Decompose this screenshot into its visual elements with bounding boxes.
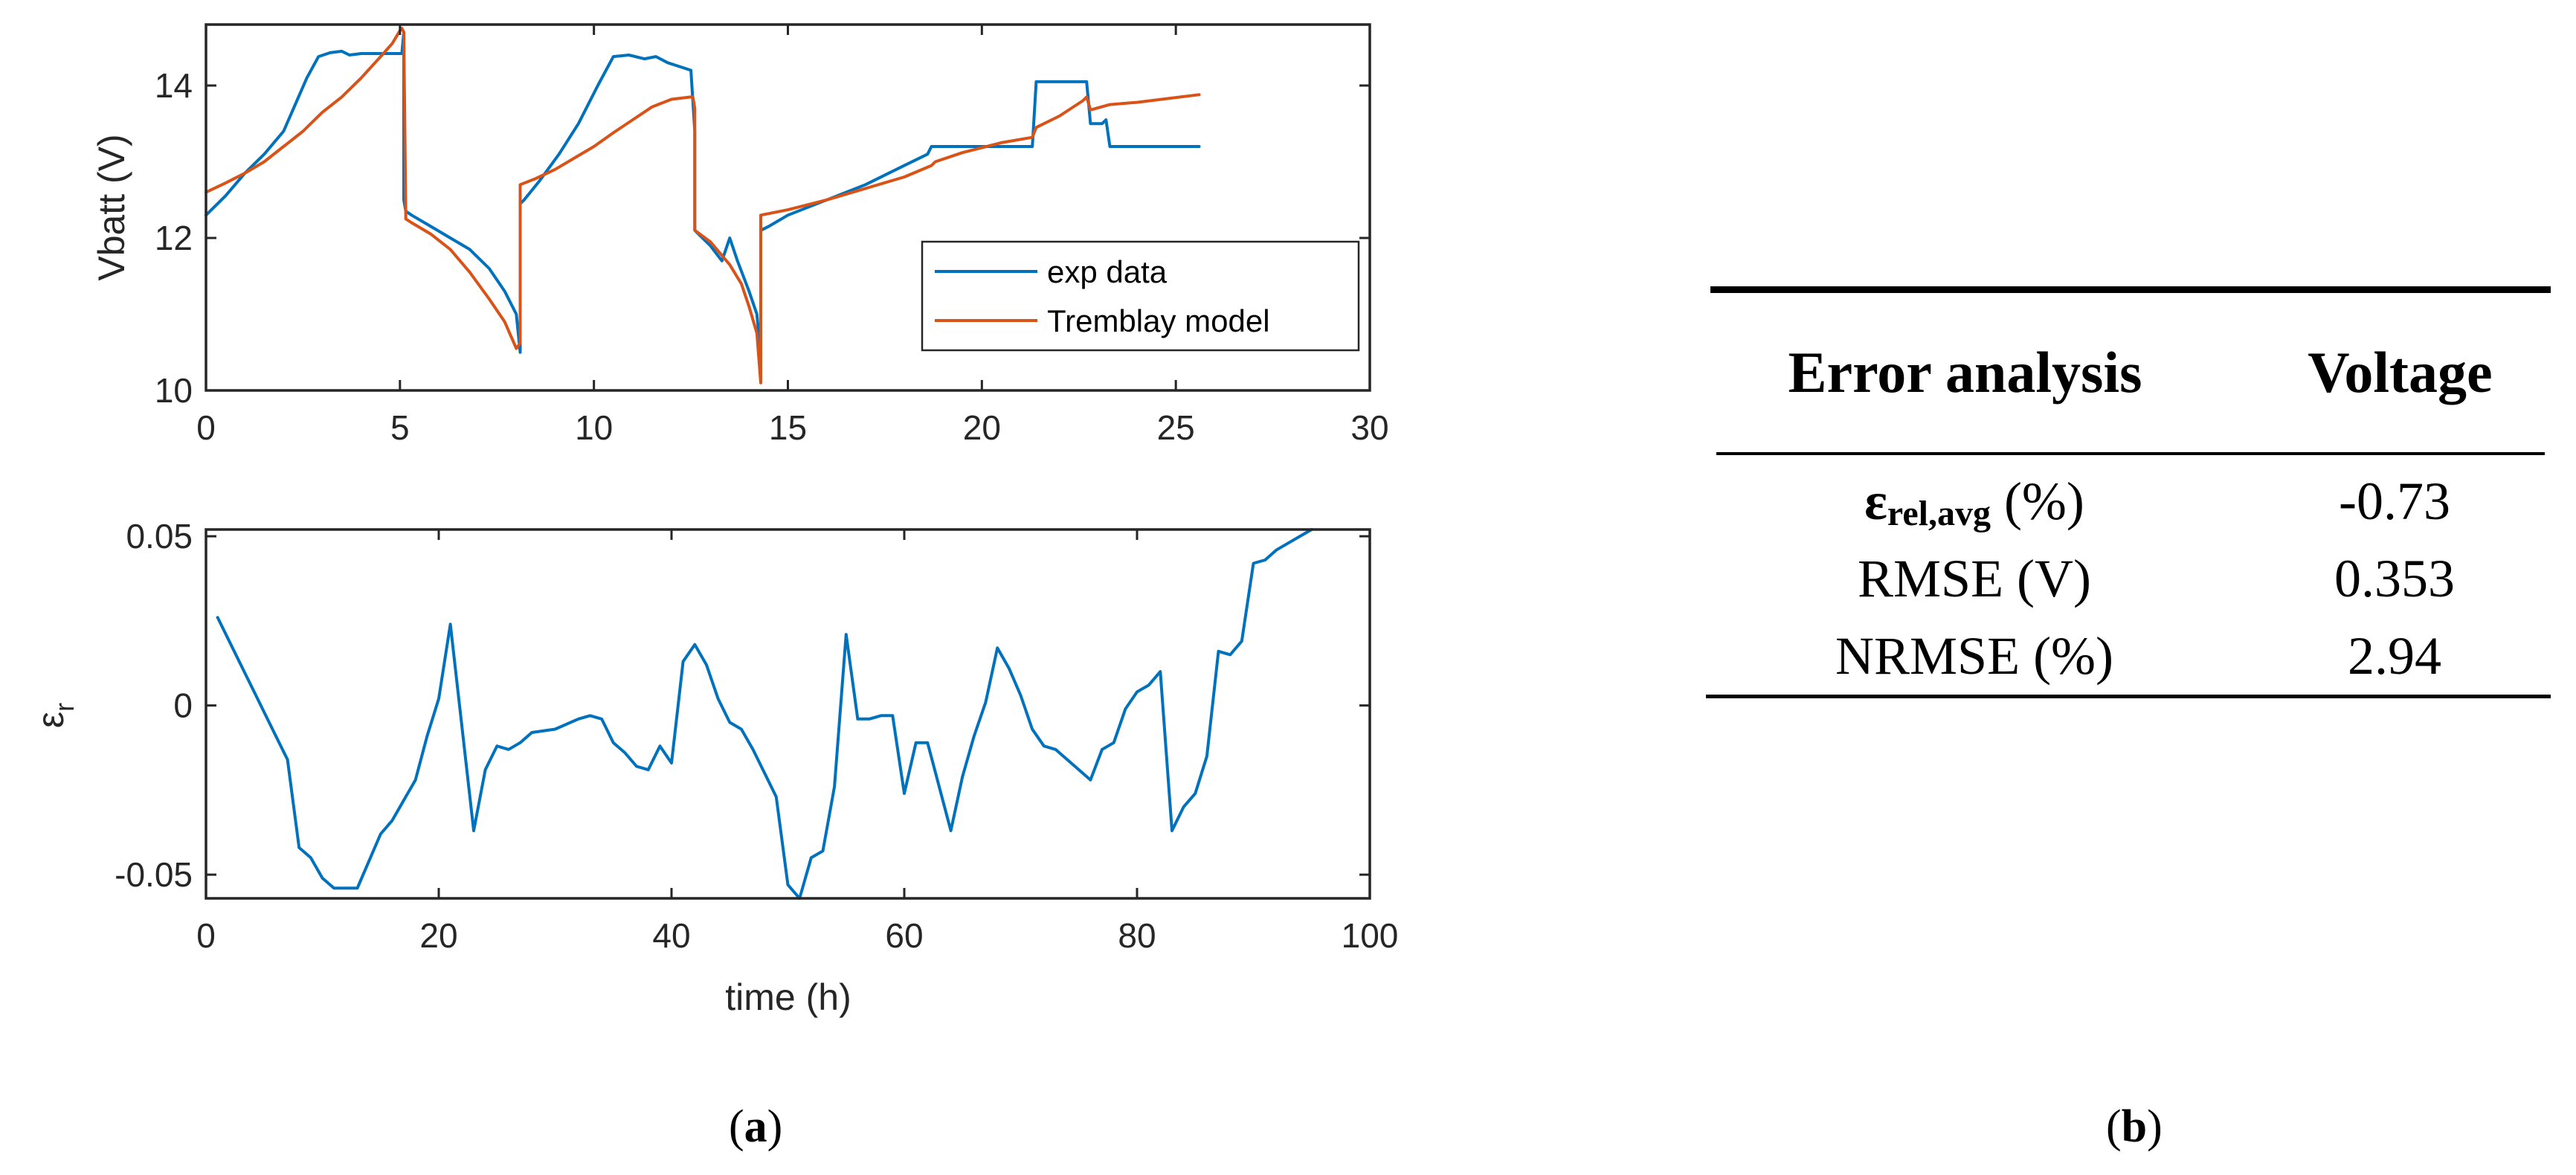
row-value-nrmse: 2.94 <box>2348 625 2441 686</box>
panel-label-a-letter: a <box>744 1101 767 1152</box>
error-analysis-table: Error analysis Voltage εrel,avg (%) -0.7… <box>1706 286 2551 698</box>
table-bottom-rule <box>1706 695 2551 698</box>
voltage-chart-series <box>205 27 1201 384</box>
row-label-nrmse: NRMSE (%) <box>1835 625 2113 686</box>
voltage-chart-ylabel: Vbatt (V) <box>91 134 132 280</box>
legend-label-model: Tremblay model <box>1047 303 1270 338</box>
voltage-chart-xtick-label: 0 <box>196 408 216 447</box>
error-chart-xtick-label: 80 <box>1118 916 1156 955</box>
voltage-chart-ytick-label: 10 <box>155 371 193 410</box>
voltage-chart-xtick-label: 20 <box>963 408 1001 447</box>
error-chart-ylabel-main: ε <box>30 712 71 728</box>
voltage-chart-xtick-label: 5 <box>390 408 410 447</box>
row-label-erel: εrel,avg (%) <box>1710 471 2238 533</box>
panel-label-b-open: ( <box>2106 1101 2122 1152</box>
error-chart-ytick-label: 0.05 <box>126 517 193 556</box>
table-row: NRMSE (%) 2.94 <box>1710 617 2551 695</box>
row-label-rmse: RMSE (V) <box>1857 548 2091 608</box>
erel-subscript: rel,avg <box>1887 493 1991 533</box>
table-row: RMSE (V) 0.353 <box>1710 540 2551 617</box>
table-top-rule <box>1710 286 2551 293</box>
error-chart-xlabel: time (h) <box>725 976 851 1018</box>
voltage-chart-ytick-label: 14 <box>155 66 193 105</box>
voltage-chart-xtick-label: 30 <box>1350 408 1388 447</box>
table-row: εrel,avg (%) -0.73 <box>1710 463 2551 540</box>
voltage-chart-xtick-label: 10 <box>575 408 613 447</box>
panel-label-b: (b) <box>2106 1101 2163 1153</box>
error-chart-xtick-label: 20 <box>419 916 457 955</box>
error-chart-ylabel-sub: r <box>49 703 80 712</box>
table-header: Error analysis Voltage <box>1710 293 2551 452</box>
error-chart-ytick-label: -0.05 <box>115 855 193 894</box>
error-chart-ytick-label: 0 <box>173 686 193 725</box>
header-error-analysis: Error analysis <box>1788 340 2142 405</box>
voltage-chart-legend: exp data Tremblay model <box>921 240 1360 352</box>
voltage-chart-series-tremblay-model <box>205 27 1201 384</box>
voltage-chart-xtick-label: 25 <box>1157 408 1195 447</box>
legend-box <box>921 240 1360 352</box>
panel-label-a-open: ( <box>729 1101 744 1152</box>
voltage-chart-ticks: 0 5 10 15 20 25 30 10 12 14 <box>155 25 1389 447</box>
row-value-rmse: 0.353 <box>2334 548 2455 608</box>
error-chart-xtick-label: 100 <box>1342 916 1399 955</box>
voltage-chart: 0 5 10 15 20 25 30 10 12 14 Vbatt (V) exp data Tr… <box>91 23 1389 447</box>
error-chart-xtick-label: 60 <box>885 916 923 955</box>
error-chart-xtick-label: 40 <box>652 916 690 955</box>
voltage-chart-ytick-label: 12 <box>155 219 193 257</box>
erel-unit: (%) <box>1990 471 2084 531</box>
error-chart-ylabel: εr <box>30 703 80 728</box>
panel-label-a: (a) <box>729 1101 782 1153</box>
table-mid-rule <box>1716 452 2545 455</box>
panel-label-a-close: ) <box>767 1101 783 1152</box>
erel-symbol: ε <box>1864 471 1887 531</box>
error-chart-plot-area <box>206 529 1370 898</box>
legend-label-exp: exp data <box>1047 254 1168 289</box>
error-chart-xtick-label: 0 <box>196 916 216 955</box>
error-chart-frame <box>205 528 1371 900</box>
panel-label-b-letter: b <box>2121 1101 2148 1152</box>
panel-label-b-close: ) <box>2147 1101 2163 1152</box>
row-value-erel: -0.73 <box>2339 471 2450 531</box>
voltage-chart-xtick-label: 15 <box>769 408 807 447</box>
header-voltage: Voltage <box>2308 340 2493 405</box>
